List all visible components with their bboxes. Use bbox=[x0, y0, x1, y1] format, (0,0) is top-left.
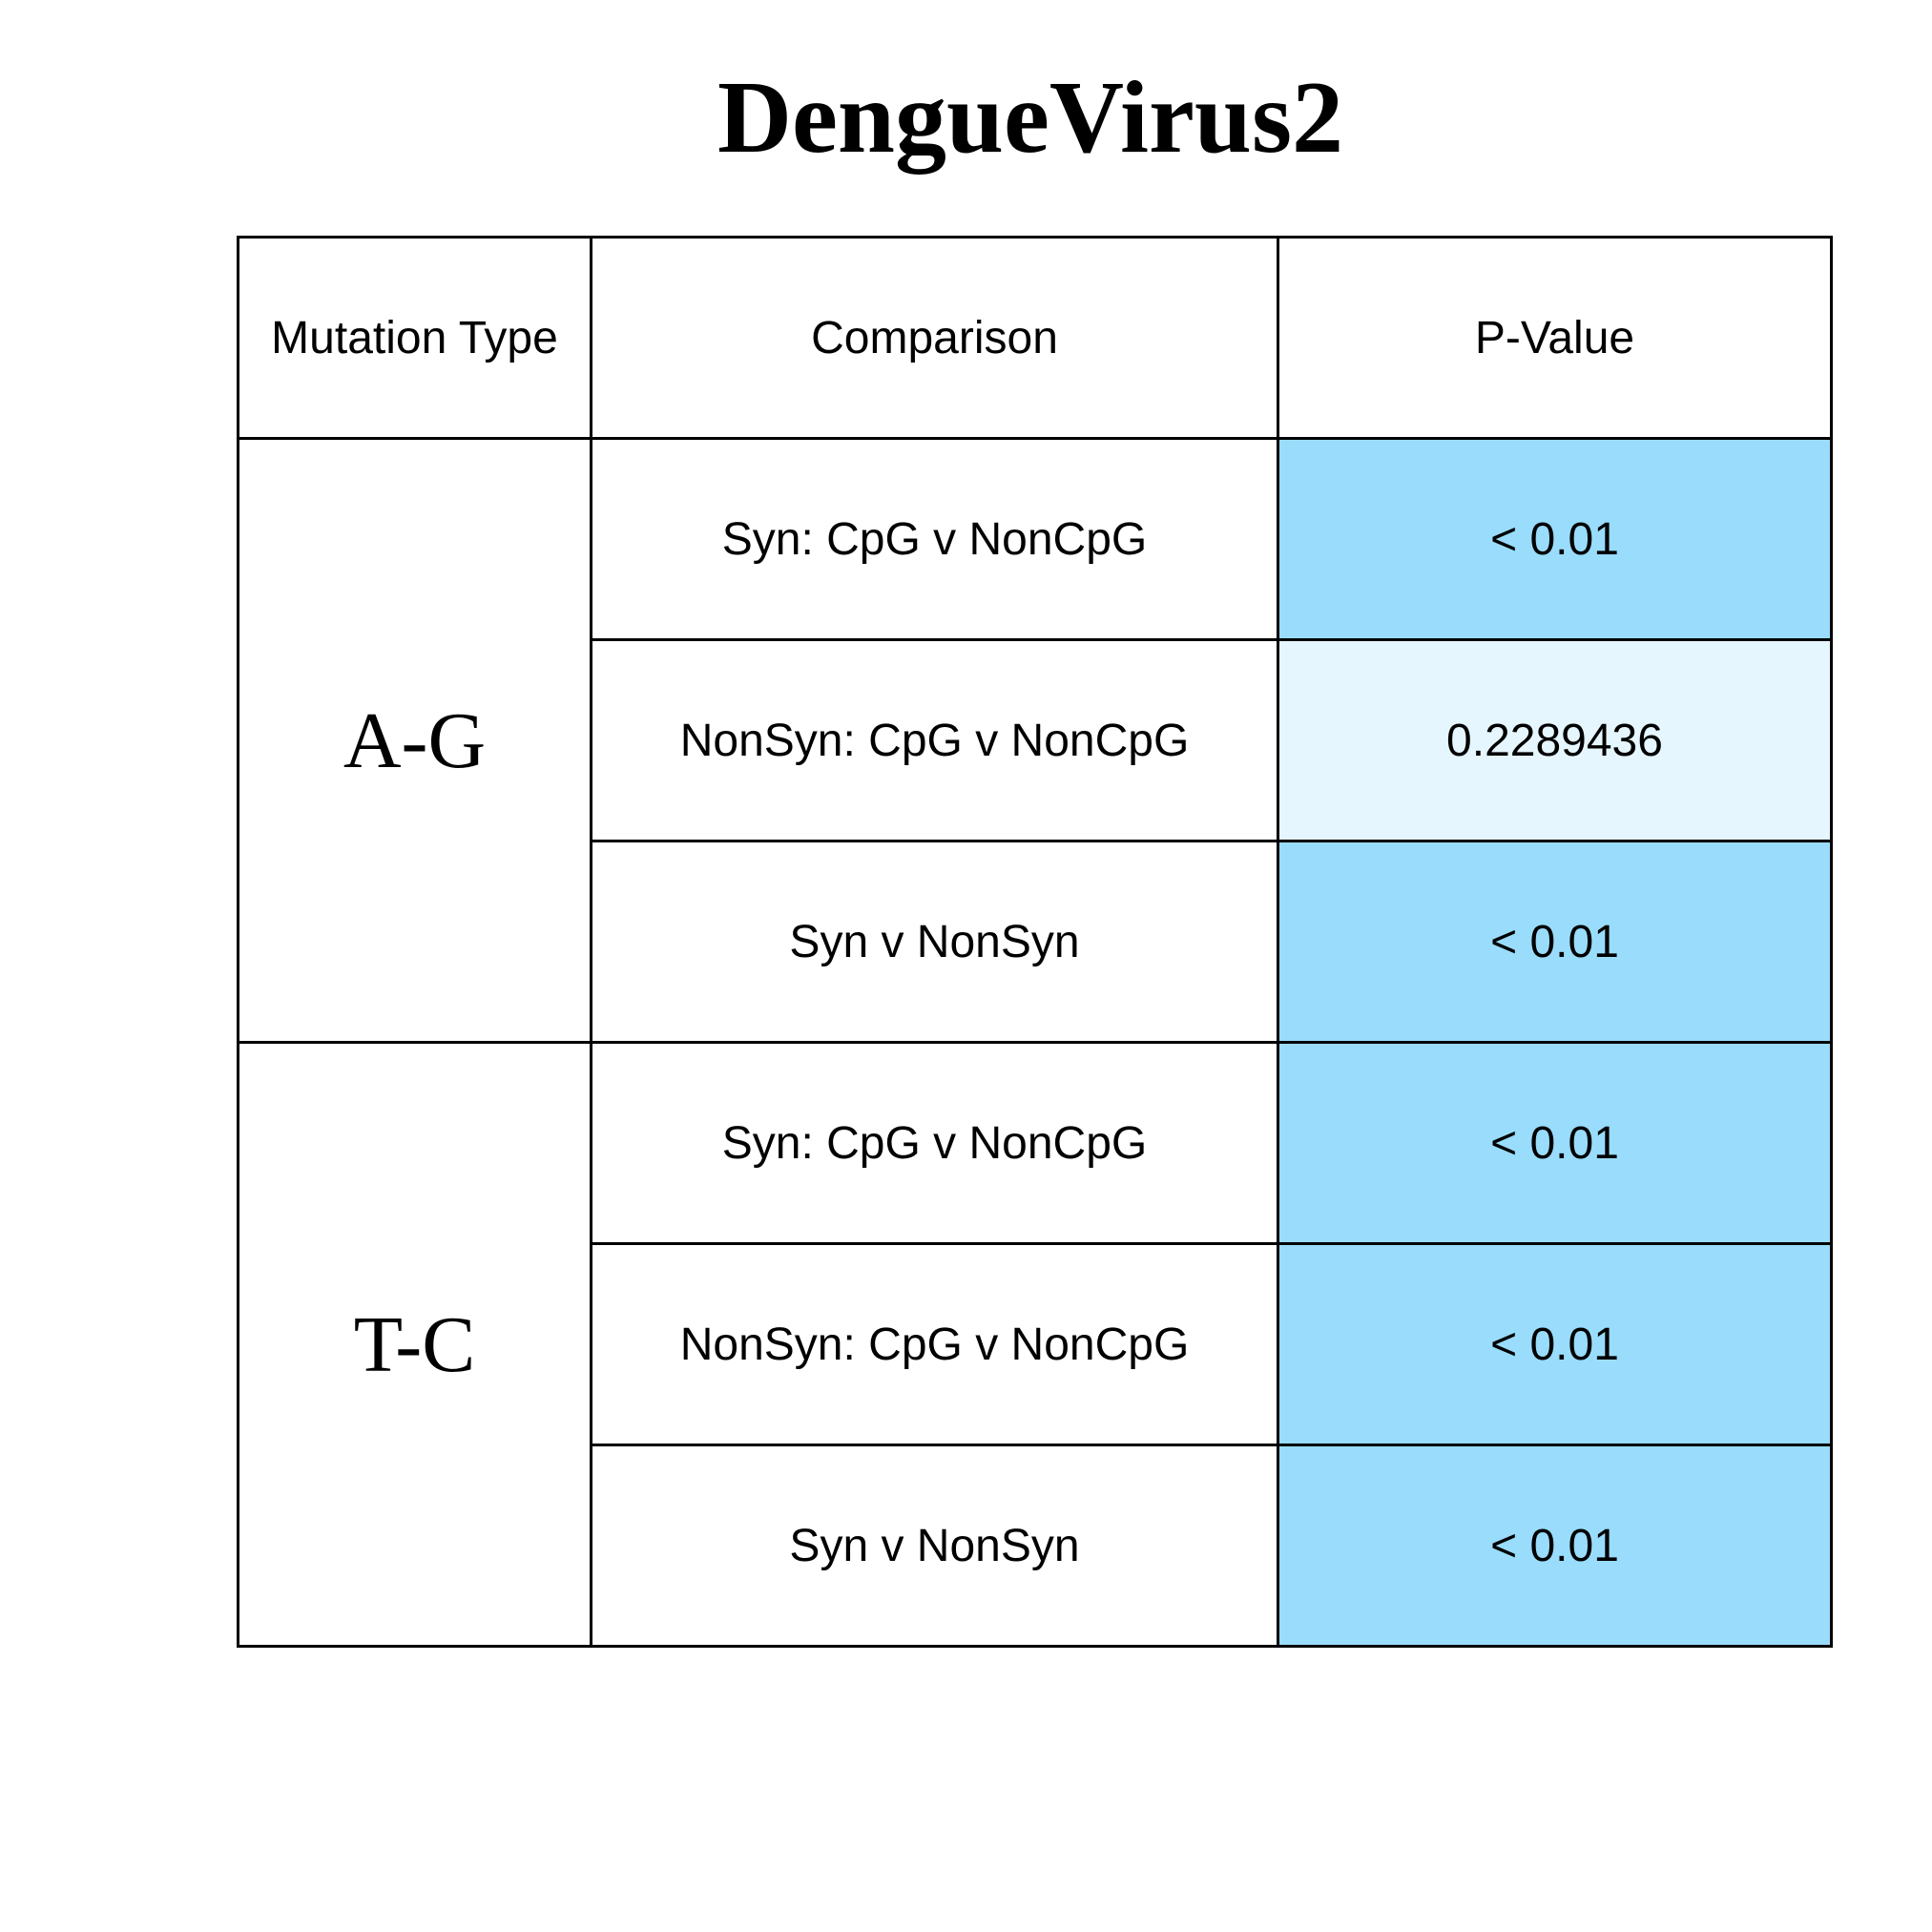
comparison-cell: NonSyn: CpG v NonCpG bbox=[590, 638, 1279, 842]
table-body: A-G Syn: CpG v NonCpG < 0.01 NonSyn: CpG v … bbox=[237, 437, 1833, 1648]
p-value-cell: < 0.01 bbox=[1277, 840, 1833, 1044]
comparison-cell: Syn: CpG v NonCpG bbox=[590, 437, 1279, 641]
table-row: NonSyn: CpG v NonCpG < 0.01 bbox=[239, 1242, 1833, 1446]
p-value-table: Mutation Type Comparison P-Value A-G Syn:… bbox=[237, 236, 1833, 1648]
header-comparison: Comparison bbox=[590, 236, 1279, 440]
p-value-cell: < 0.01 bbox=[1277, 1242, 1833, 1446]
p-value-cell: < 0.01 bbox=[1277, 1444, 1833, 1648]
p-value-cell: < 0.01 bbox=[1277, 437, 1833, 641]
table-row: A-G Syn: CpG v NonCpG < 0.01 bbox=[237, 437, 1833, 1044]
comparison-cell: Syn v NonSyn bbox=[590, 1444, 1279, 1648]
mutation-type-cell: A-G bbox=[237, 437, 592, 1044]
mutation-type-cell: T-C bbox=[237, 1041, 592, 1648]
comparison-cell: Syn: CpG v NonCpG bbox=[590, 1041, 1279, 1245]
table-row: NonSyn: CpG v NonCpG 0.2289436 bbox=[239, 638, 1833, 842]
chart-title: DengueVirus2 bbox=[717, 61, 1343, 175]
header-row: Mutation Type Comparison P-Value bbox=[237, 236, 1833, 440]
table-row: Syn v NonSyn < 0.01 bbox=[239, 840, 1833, 1044]
comparison-cell: NonSyn: CpG v NonCpG bbox=[590, 1242, 1279, 1446]
table-row: T-C Syn: CpG v NonCpG < 0.01 bbox=[237, 1041, 1833, 1648]
table-row: Syn v NonSyn < 0.01 bbox=[239, 1444, 1833, 1648]
header-mutation-type: Mutation Type bbox=[237, 236, 592, 440]
p-value-cell: < 0.01 bbox=[1277, 1041, 1833, 1245]
p-value-cell: 0.2289436 bbox=[1277, 638, 1833, 842]
header-p-value: P-Value bbox=[1277, 236, 1833, 440]
comparison-cell: Syn v NonSyn bbox=[590, 840, 1279, 1044]
